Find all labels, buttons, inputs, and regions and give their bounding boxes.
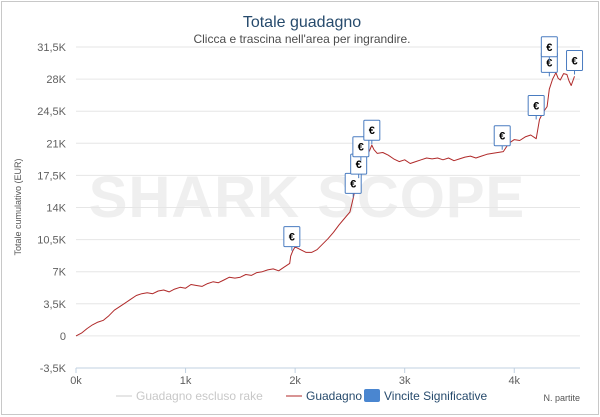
- marker-box[interactable]: [363, 119, 381, 141]
- y-tick-label: 3,5K: [43, 299, 66, 311]
- y-tick-label: 28K: [46, 74, 66, 86]
- chart-title: Totale guadagno: [243, 14, 361, 31]
- significant-win-marker[interactable]: €: [283, 226, 301, 251]
- significant-win-marker[interactable]: €: [566, 50, 584, 75]
- marker-box[interactable]: [540, 36, 558, 58]
- marker-box[interactable]: [566, 50, 584, 72]
- legend-label: Guadagno escluso rake: [136, 389, 263, 403]
- marker-box[interactable]: [493, 125, 511, 147]
- significant-win-marker[interactable]: €: [363, 119, 381, 145]
- marker-box[interactable]: [527, 94, 545, 116]
- y-tick-label: 14K: [46, 203, 66, 215]
- legend-item[interactable]: Guadagno escluso rake: [116, 389, 263, 403]
- x-tick-label: 2k: [289, 375, 301, 387]
- legend-item[interactable]: Guadagno: [286, 389, 362, 403]
- y-tick-label: 24,5K: [37, 106, 66, 118]
- significant-win-marker[interactable]: €: [352, 136, 370, 161]
- y-axis-title: Totale cumulativo (EUR): [13, 158, 23, 255]
- y-tick-label: 7K: [53, 267, 67, 279]
- x-tick-label: 1k: [180, 375, 192, 387]
- significant-win-marker[interactable]: €: [527, 94, 545, 120]
- euro-icon: €: [289, 232, 295, 244]
- euro-icon: €: [546, 42, 552, 54]
- euro-icon: €: [533, 100, 539, 112]
- y-tick-label: 21K: [46, 138, 66, 150]
- legend-label: Guadagno: [306, 389, 362, 403]
- legend-label: Vincite Significative: [384, 389, 487, 403]
- euro-icon: €: [369, 125, 375, 137]
- significant-win-marker[interactable]: €: [350, 153, 368, 179]
- marker-box[interactable]: [283, 226, 301, 248]
- series-line-guadagno[interactable]: [75, 72, 575, 337]
- legend-box-symbol: [364, 389, 380, 402]
- y-tick-label: -3,5K: [40, 363, 67, 375]
- euro-icon: €: [356, 159, 362, 171]
- significant-win-marker[interactable]: €: [344, 172, 362, 198]
- euro-icon: €: [546, 57, 552, 69]
- significant-win-marker[interactable]: €: [540, 36, 558, 61]
- y-tick-label: 0: [60, 331, 66, 343]
- euro-icon: €: [358, 142, 364, 154]
- x-tick-label: 3k: [399, 375, 411, 387]
- legend-item[interactable]: Vincite Significative: [364, 389, 487, 403]
- x-axis-title: N. partite: [543, 393, 580, 403]
- y-tick-label: 17,5K: [37, 170, 66, 182]
- euro-icon: €: [350, 178, 356, 190]
- x-tick-label: 4k: [508, 375, 520, 387]
- y-tick-label: 10,5K: [37, 235, 66, 247]
- watermark-text: SHARK SCOPE: [89, 165, 525, 230]
- euro-icon: €: [571, 56, 577, 68]
- significant-win-marker[interactable]: €: [540, 51, 558, 77]
- euro-icon: €: [499, 131, 505, 143]
- chart-subtitle: Clicca e trascina nell'area per ingrandi…: [193, 32, 410, 46]
- marker-box[interactable]: [352, 136, 370, 158]
- significant-win-marker[interactable]: €: [493, 125, 511, 150]
- y-tick-label: 31,5K: [37, 42, 66, 54]
- x-tick-label: 0k: [70, 375, 82, 387]
